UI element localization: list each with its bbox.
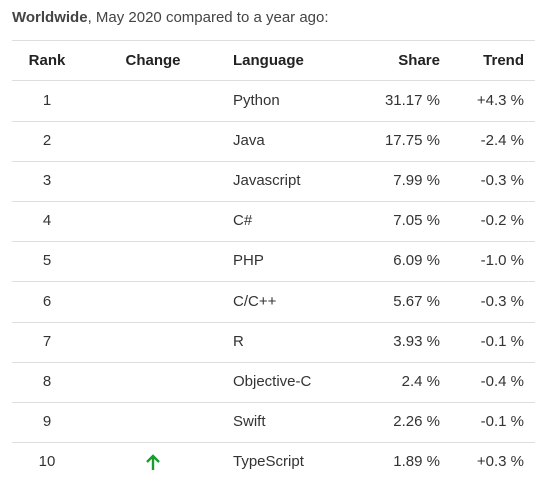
cell: -0.3 % <box>480 172 524 190</box>
cell: C/C++ <box>233 292 277 310</box>
row-line <box>12 201 535 202</box>
column-header: Rank <box>28 52 66 69</box>
cell: Objective-C <box>233 372 312 390</box>
row-line <box>12 121 535 122</box>
cell: Javascript <box>233 172 301 190</box>
cell: 3.93 % <box>393 332 440 350</box>
header-line <box>12 80 535 81</box>
cell: 31.17 % <box>384 92 440 109</box>
cell: -2.4 % <box>480 132 524 150</box>
cell: 7.05 % <box>393 212 440 230</box>
cell: Swift <box>233 412 266 430</box>
cell: -1.0 % <box>480 252 524 270</box>
cell: 9 <box>42 412 52 430</box>
cell: -0.4 % <box>480 372 524 390</box>
cell: 2 <box>42 132 52 150</box>
column-header: Change <box>125 52 181 69</box>
cell: 3 <box>42 172 52 190</box>
cell: -0.2 % <box>480 212 524 230</box>
cell: 8 <box>42 372 52 390</box>
cell: 5.67 % <box>393 292 440 310</box>
row-line <box>12 322 535 323</box>
cell: 6.09 % <box>393 252 440 270</box>
change-up-arrow <box>146 454 160 470</box>
row-line <box>12 362 535 363</box>
cell: 4 <box>42 212 52 230</box>
cell: 2.26 % <box>393 412 440 430</box>
cell: 7 <box>42 332 52 350</box>
cell: 1 <box>42 92 52 109</box>
caption-bold: Worldwide <box>12 9 88 26</box>
cell: 6 <box>42 292 52 310</box>
cell: 10 <box>38 452 56 470</box>
cell: -0.1 % <box>480 412 524 430</box>
row-line <box>12 241 535 242</box>
cell: 7.99 % <box>393 172 440 190</box>
caption-text: , May 2020 compared to a year ago: <box>87 9 329 26</box>
row-line <box>12 281 535 282</box>
cell: -0.3 % <box>480 292 524 310</box>
cell: 2.4 % <box>401 372 440 390</box>
column-header: Trend <box>483 52 524 69</box>
cell: 5 <box>42 252 52 270</box>
cell: Python <box>233 92 280 109</box>
cell: -0.1 % <box>480 332 524 350</box>
cell: Java <box>233 132 265 150</box>
cell: C# <box>233 212 253 230</box>
cell: 17.75 % <box>384 132 440 150</box>
caption: Worldwide, May 2020 compared to a year a… <box>12 8 329 28</box>
table-top-line <box>12 40 535 41</box>
cell: R <box>233 332 244 350</box>
cell: +0.3 % <box>476 452 524 470</box>
row-line <box>12 402 535 403</box>
cell: +4.3 % <box>476 92 524 109</box>
arrow-path <box>146 454 160 470</box>
row-line <box>12 161 535 162</box>
row-line <box>12 442 535 443</box>
column-header: Share <box>398 52 440 69</box>
column-header: Language <box>233 52 304 69</box>
cell: 1.89 % <box>393 452 440 470</box>
cell: PHP <box>233 252 264 270</box>
cell: TypeScript <box>233 452 304 470</box>
